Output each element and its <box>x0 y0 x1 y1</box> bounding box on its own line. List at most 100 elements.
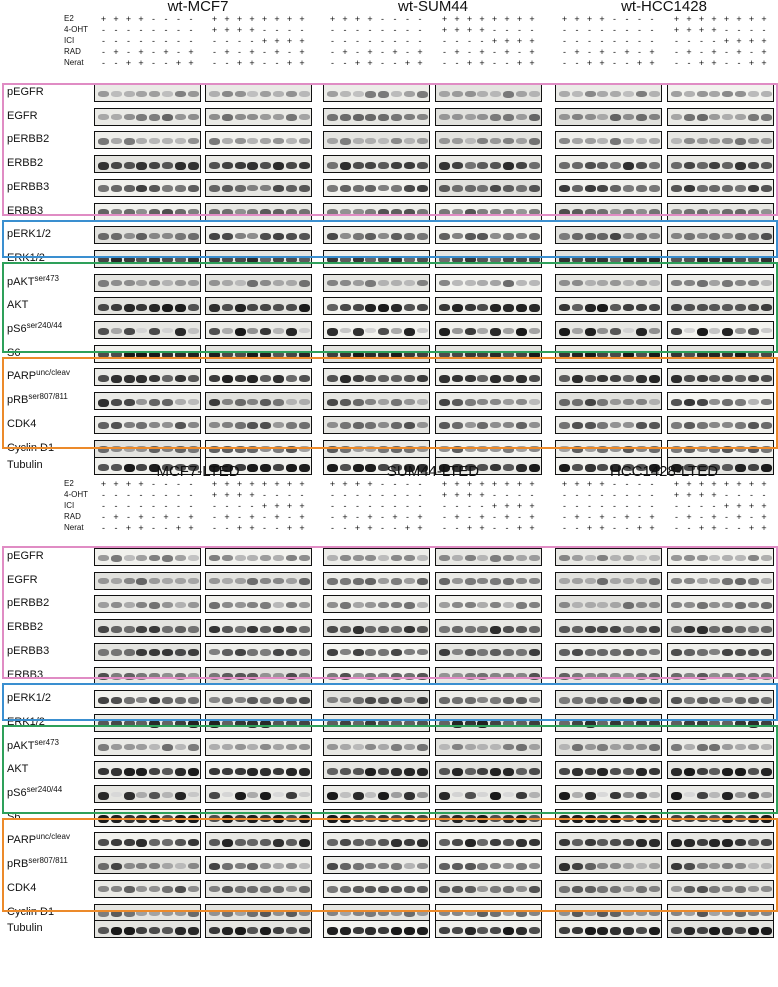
condition-sign: - <box>468 36 471 46</box>
blot-band <box>635 696 647 704</box>
antibody-name: pEGFR <box>7 550 44 562</box>
condition-sign: - <box>238 501 241 511</box>
blot-band <box>162 862 173 869</box>
condition-sign: - <box>368 490 372 500</box>
blot-strip <box>555 178 662 197</box>
blot-band <box>747 767 759 775</box>
blot-band <box>378 303 390 312</box>
condition-sign: - <box>600 25 604 35</box>
blot-band <box>503 767 514 776</box>
condition-sign: + <box>236 479 243 489</box>
blot-band <box>136 649 148 657</box>
blot-band <box>490 649 502 657</box>
condition-sign: - <box>275 490 279 500</box>
blot-band <box>365 767 377 776</box>
blot-band <box>464 744 476 751</box>
condition-sign: - <box>712 501 716 511</box>
cell-line-title: wt-MCF7 <box>167 0 229 15</box>
blot-band <box>339 256 351 264</box>
antibody-site: ser807/811 <box>28 856 68 866</box>
blot-band <box>683 696 695 704</box>
blot-band <box>559 303 570 311</box>
blot-band <box>515 398 527 405</box>
condition-sign: - <box>275 523 279 533</box>
blot-band <box>464 791 476 799</box>
blot-band <box>365 886 377 894</box>
blot-band <box>503 114 514 122</box>
blot-band <box>187 303 199 311</box>
blot-strip <box>94 84 201 102</box>
antibody-label: pERK1/2 <box>7 692 51 704</box>
blot-band <box>162 185 173 193</box>
blot-band <box>528 649 540 657</box>
blot-band <box>98 744 109 752</box>
blot-band <box>597 256 609 265</box>
blot-band <box>584 137 596 144</box>
blot-band <box>352 673 364 679</box>
blot-strip <box>555 202 662 221</box>
antibody-label: EGFR <box>7 110 38 122</box>
blot-band <box>260 161 272 169</box>
condition-sign: - <box>343 523 347 533</box>
blot-band <box>709 463 721 471</box>
blot-band <box>722 422 734 429</box>
blot-band <box>623 398 634 405</box>
blot-band <box>439 744 450 751</box>
blot-band <box>477 422 489 430</box>
blot-band <box>378 696 390 704</box>
blot-band <box>671 625 682 633</box>
blot-band <box>477 815 489 824</box>
blot-band <box>760 463 772 472</box>
blot-strip <box>667 249 774 268</box>
blot-band <box>683 601 695 608</box>
antibody-label: Tubulin <box>7 459 43 471</box>
blot-band <box>327 815 338 824</box>
condition-sign: - <box>331 512 334 522</box>
blot-strip <box>555 297 662 316</box>
condition-sign: + <box>274 479 280 489</box>
blot-band <box>149 744 161 751</box>
blot-band <box>273 280 284 287</box>
blot-strip <box>323 595 430 614</box>
blot-band <box>391 161 402 169</box>
blot-band <box>98 601 109 608</box>
blot-band <box>98 791 109 800</box>
blot-band <box>174 114 186 121</box>
blot-band <box>352 744 364 751</box>
condition-sign: - <box>563 501 566 511</box>
blot-band <box>584 696 596 704</box>
antibody-name: pERK1/2 <box>7 228 52 241</box>
blot-band <box>174 578 186 585</box>
condition-sign: - <box>164 58 168 68</box>
condition-sign: - <box>164 479 168 489</box>
condition-sign: + <box>761 58 767 68</box>
blot-band <box>597 601 609 608</box>
blot-band <box>722 280 734 288</box>
blot-band <box>747 446 759 453</box>
blot-band <box>273 696 284 704</box>
blot-band <box>285 767 297 776</box>
blot-band <box>760 90 772 97</box>
blot-strip <box>205 155 312 174</box>
blot-band <box>760 578 772 585</box>
blot-band <box>110 673 122 680</box>
condition-sign: + <box>761 479 767 489</box>
blot-band <box>503 791 514 797</box>
condition-sign: - <box>288 25 291 35</box>
blot-band <box>403 398 415 405</box>
blot-strip <box>555 84 662 102</box>
antibody-label: pERBB2 <box>7 597 49 609</box>
blot-band <box>683 815 695 823</box>
blot-band <box>391 422 402 430</box>
blot-band <box>597 720 609 728</box>
condition-sign: - <box>588 47 591 57</box>
blot-band <box>597 209 609 216</box>
blot-band <box>760 791 772 798</box>
blot-band <box>110 886 122 893</box>
blot-band <box>327 422 338 429</box>
blot-band <box>247 649 259 657</box>
blot-strip <box>555 619 662 638</box>
blot-band <box>187 209 199 215</box>
condition-sign: + <box>299 36 305 46</box>
antibody-name: ERBB3 <box>7 204 44 217</box>
